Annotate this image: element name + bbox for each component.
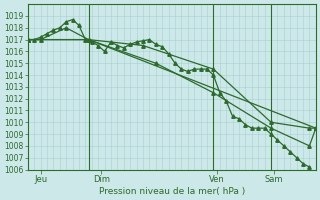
X-axis label: Pression niveau de la mer( hPa ): Pression niveau de la mer( hPa ): [99, 187, 245, 196]
